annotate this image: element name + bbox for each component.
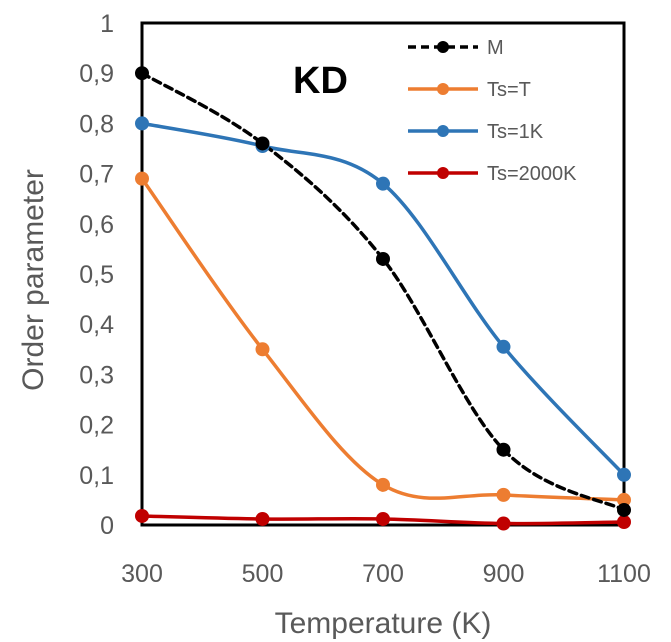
y-tick-label: 1 — [100, 10, 114, 38]
y-tick-label: 0,4 — [79, 311, 114, 339]
y-tick-label: 0,5 — [79, 261, 114, 289]
data-point-ts-1k — [496, 339, 511, 354]
data-point-ts-1k — [135, 116, 149, 131]
x-axis-title: Temperature (K) — [275, 607, 492, 640]
data-point-ts-1k — [376, 176, 390, 191]
data-point-ts-2000k — [135, 508, 149, 523]
legend-label-ts-t: Ts=T — [487, 79, 531, 101]
x-tick-label: 300 — [121, 560, 163, 588]
data-point-ts-2000k — [376, 511, 390, 526]
data-point-ts-t — [135, 171, 149, 186]
data-point-ts-t — [617, 492, 631, 507]
x-axis-ticks: 300 500 700 900 1100 — [121, 560, 651, 588]
legend-swatch-marker-ts-2000k — [437, 167, 449, 179]
data-point-m — [617, 502, 631, 517]
series-line-ts-t — [140, 176, 626, 502]
y-tick-label: 0 — [100, 512, 114, 540]
series-points — [135, 66, 631, 531]
y-tick-label: 0,1 — [79, 462, 114, 490]
y-axis-title: Order parameter — [17, 169, 50, 391]
data-point-ts-t — [496, 487, 511, 502]
y-tick-label: 0,2 — [79, 412, 114, 440]
legend-swatch-marker-ts-t — [437, 83, 449, 95]
chart-annotation: KD — [293, 60, 348, 102]
y-tick-label: 0,6 — [79, 211, 114, 239]
legend-label-m: M — [487, 37, 504, 59]
data-point-ts-2000k — [496, 516, 511, 531]
data-point-m — [376, 251, 390, 266]
legend-swatch-marker-ts-1k — [437, 125, 449, 137]
data-point-ts-2000k — [255, 511, 270, 526]
y-tick-label: 0,7 — [79, 161, 114, 189]
y-tick-label: 0,8 — [79, 110, 114, 138]
series-line-ts-1k — [140, 121, 626, 477]
legend-label-ts-1k: Ts=1K — [487, 121, 544, 143]
x-tick-label: 900 — [483, 560, 525, 588]
data-point-ts-1k — [617, 467, 631, 482]
x-tick-label: 700 — [362, 560, 404, 588]
data-point-ts-2000k — [617, 514, 631, 529]
y-tick-label: 0,9 — [79, 60, 114, 88]
data-point-m — [496, 442, 511, 457]
x-tick-label: 1100 — [597, 560, 651, 588]
data-point-ts-t — [376, 477, 390, 492]
y-axis-ticks: 0 0,1 0,2 0,3 0,4 0,5 0,6 0,7 0,8 0,9 1 — [79, 10, 114, 540]
data-point-m — [255, 136, 270, 151]
y-tick-label: 0,3 — [79, 361, 114, 389]
x-tick-label: 500 — [242, 560, 284, 588]
legend: M Ts=T Ts=1K Ts=2000K — [408, 37, 577, 185]
data-point-m — [135, 66, 149, 81]
data-point-ts-t — [255, 342, 270, 357]
legend-swatch-marker-m — [437, 41, 449, 53]
legend-label-ts-2000k: Ts=2000K — [487, 163, 577, 185]
